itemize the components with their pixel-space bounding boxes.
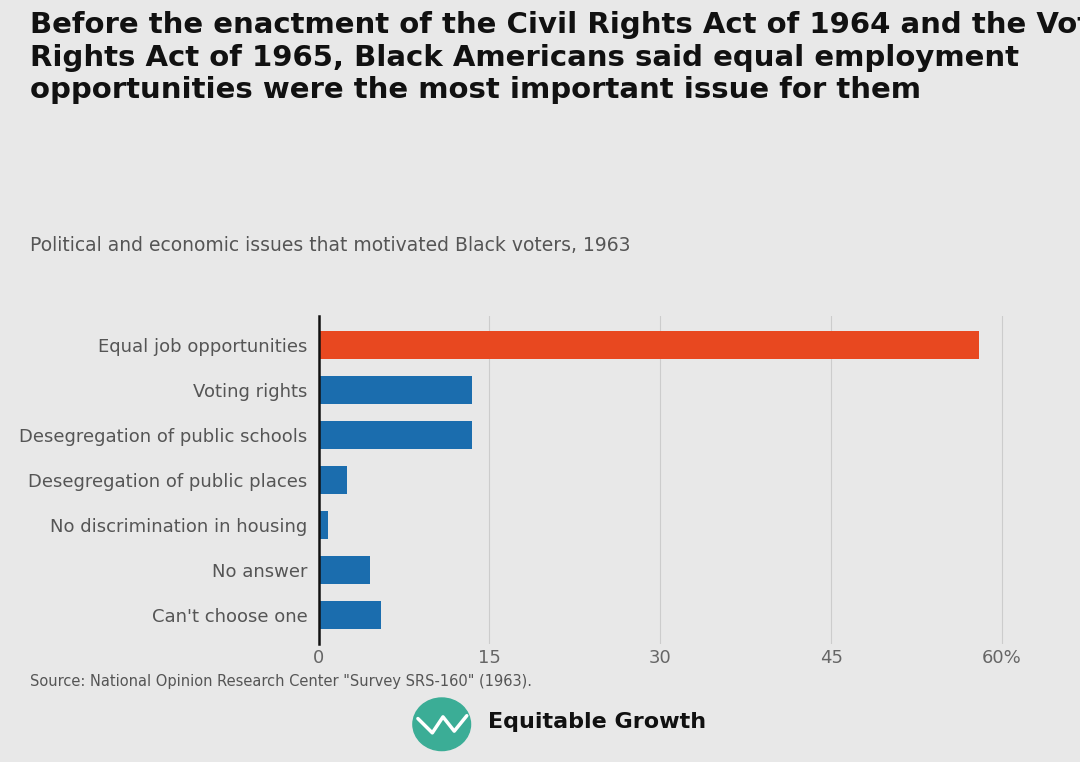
- Bar: [319, 466, 347, 494]
- Bar: [319, 376, 472, 404]
- Bar: [319, 556, 369, 584]
- Text: Political and economic issues that motivated Black voters, 1963: Political and economic issues that motiv…: [30, 236, 631, 255]
- Text: Equitable Growth: Equitable Growth: [488, 712, 706, 732]
- Bar: [319, 331, 980, 360]
- Text: Before the enactment of the Civil Rights Act of 1964 and the Voting
Rights Act o: Before the enactment of the Civil Rights…: [30, 11, 1080, 104]
- Bar: [319, 421, 472, 449]
- Bar: [319, 511, 327, 539]
- Circle shape: [413, 698, 471, 751]
- Bar: [319, 600, 381, 629]
- Text: Source: National Opinion Research Center "Survey SRS-160" (1963).: Source: National Opinion Research Center…: [30, 674, 532, 690]
